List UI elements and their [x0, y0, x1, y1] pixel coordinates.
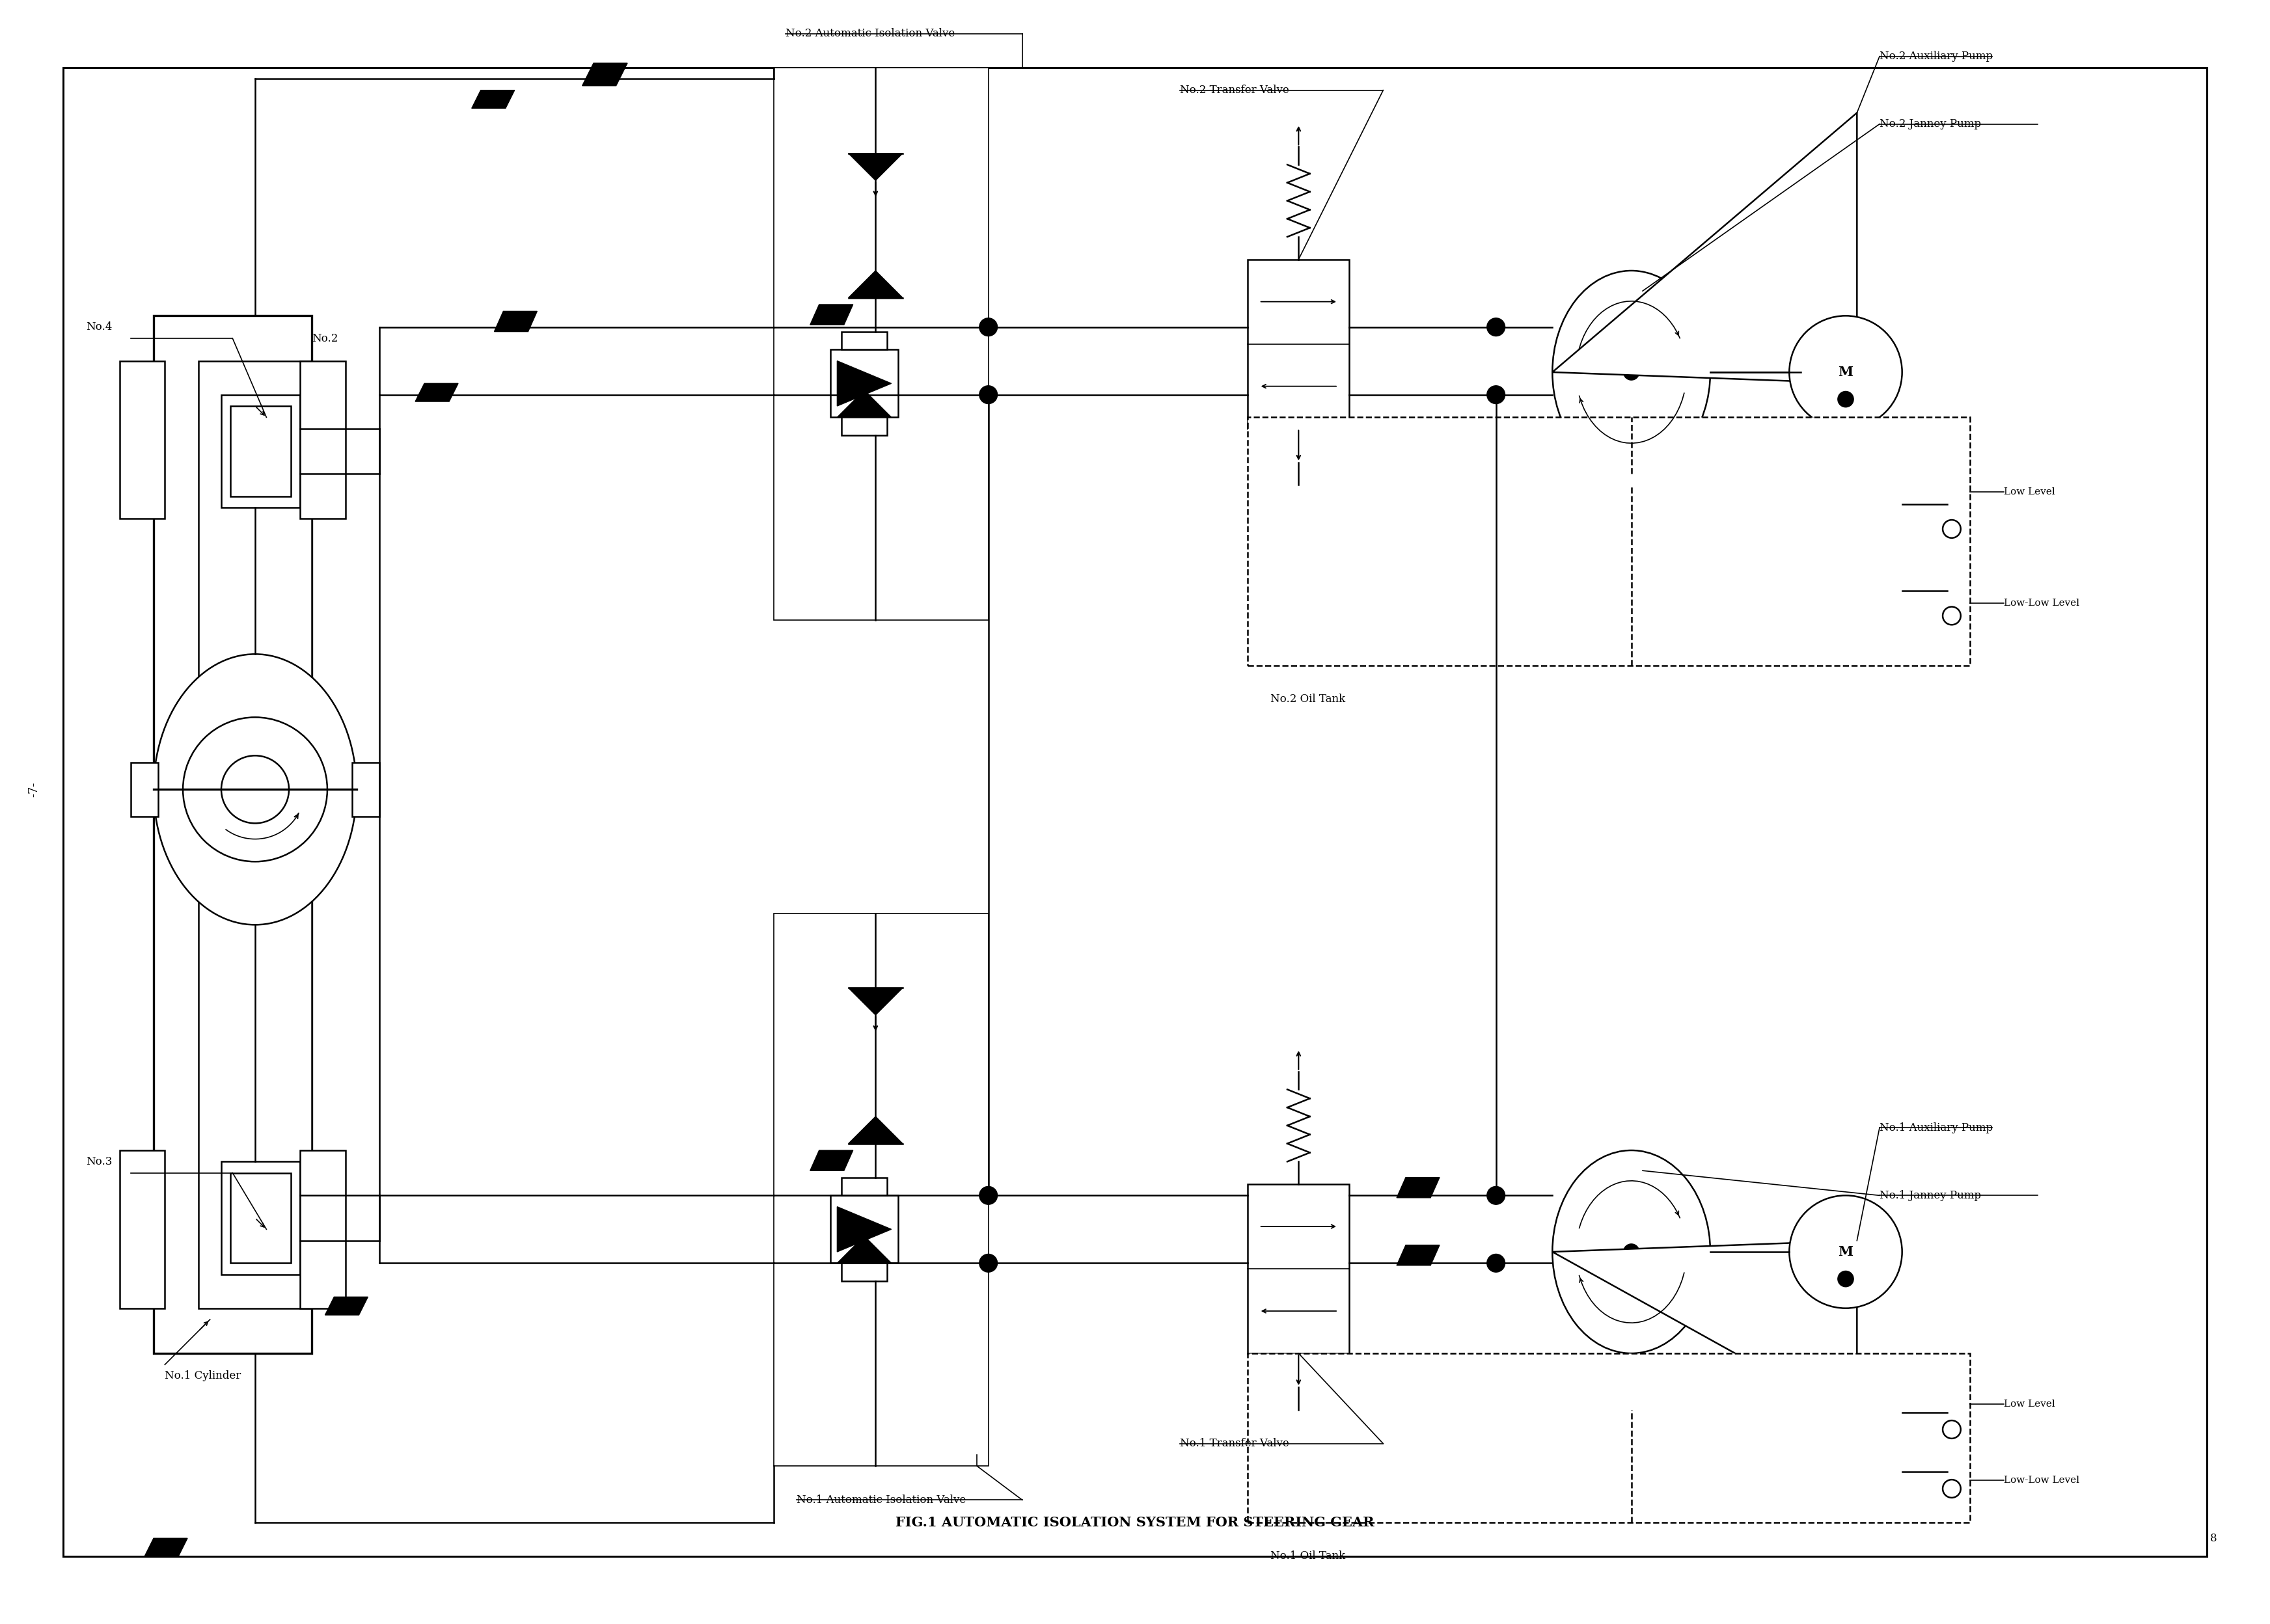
Text: No.2 Auxiliary Pump: No.2 Auxiliary Pump [1880, 50, 1993, 62]
Ellipse shape [1553, 271, 1709, 474]
Text: M: M [1839, 365, 1852, 378]
Text: No.1 Janney Pump: No.1 Janney Pump [1880, 1190, 1982, 1202]
Polygon shape [1553, 112, 1857, 383]
Bar [120, 361, 166, 518]
Text: No.1 Oil Tank: No.1 Oil Tank [1271, 1551, 1346, 1562]
Polygon shape [581, 63, 627, 86]
Polygon shape [810, 1150, 854, 1171]
Polygon shape [472, 91, 515, 109]
Polygon shape [1553, 1241, 1857, 1421]
Bar [831, 349, 899, 417]
Bar [1248, 1353, 1970, 1523]
Bar [774, 913, 987, 1466]
Bar [132, 762, 159, 817]
Circle shape [1839, 391, 1855, 408]
Text: 8: 8 [2211, 1533, 2218, 1544]
Text: No.4: No.4 [86, 322, 111, 333]
Circle shape [978, 1187, 997, 1205]
Text: -7-: -7- [27, 781, 41, 797]
Bar [200, 361, 311, 1309]
Bar [220, 395, 300, 508]
Text: Low-Low Level: Low-Low Level [2004, 599, 2079, 607]
Circle shape [1623, 1244, 1639, 1260]
Polygon shape [838, 1236, 892, 1263]
Text: Low-Low Level: Low-Low Level [2004, 1476, 2079, 1484]
Polygon shape [849, 987, 903, 1015]
Bar [154, 315, 311, 1353]
Circle shape [1789, 1195, 1902, 1309]
Bar [842, 331, 888, 349]
Bar [352, 762, 379, 817]
Polygon shape [495, 312, 538, 331]
Text: No.1 Transfer Valve: No.1 Transfer Valve [1180, 1437, 1289, 1449]
Text: No.1 Cylinder: No.1 Cylinder [166, 1371, 241, 1382]
Polygon shape [1396, 1177, 1439, 1199]
Bar [1248, 260, 1348, 429]
Text: No.2 Janney Pump: No.2 Janney Pump [1880, 119, 1982, 130]
Circle shape [1839, 1272, 1855, 1286]
Bar [1248, 417, 1970, 666]
Bar [220, 1161, 300, 1275]
Polygon shape [838, 361, 892, 406]
Circle shape [1487, 387, 1505, 404]
Ellipse shape [154, 654, 356, 924]
Circle shape [1487, 1254, 1505, 1272]
Bar [842, 417, 888, 435]
Polygon shape [849, 1117, 903, 1143]
Text: FIG.1 AUTOMATIC ISOLATION SYSTEM FOR STEERING GEAR: FIG.1 AUTOMATIC ISOLATION SYSTEM FOR STE… [897, 1515, 1373, 1530]
Text: No.1 Automatic Isolation Valve: No.1 Automatic Isolation Valve [797, 1494, 967, 1505]
Text: No.1 Auxiliary Pump: No.1 Auxiliary Pump [1880, 1122, 1993, 1134]
Bar [842, 1263, 888, 1281]
Polygon shape [145, 1538, 188, 1556]
Circle shape [1487, 1187, 1505, 1205]
Bar [300, 361, 345, 518]
Ellipse shape [1553, 1150, 1709, 1353]
Bar [229, 406, 291, 497]
Bar [1248, 1184, 1348, 1353]
Text: No.2 Oil Tank: No.2 Oil Tank [1271, 693, 1346, 705]
Circle shape [1789, 315, 1902, 429]
Bar [831, 1195, 899, 1263]
Bar [842, 1177, 888, 1195]
Bar [300, 1150, 345, 1309]
Polygon shape [810, 305, 854, 325]
Circle shape [1487, 318, 1505, 336]
Circle shape [978, 318, 997, 336]
Text: No.2: No.2 [311, 333, 338, 344]
Polygon shape [838, 390, 892, 417]
Text: No.2 Transfer Valve: No.2 Transfer Valve [1180, 84, 1289, 96]
Polygon shape [415, 383, 459, 401]
Polygon shape [849, 153, 903, 180]
Bar [774, 68, 987, 620]
Bar [229, 1173, 291, 1263]
Polygon shape [1396, 1246, 1439, 1265]
Polygon shape [838, 1207, 892, 1252]
Circle shape [978, 1254, 997, 1272]
Text: Low Level: Low Level [2004, 1400, 2054, 1408]
Polygon shape [849, 271, 903, 297]
Circle shape [1623, 364, 1639, 380]
Text: No.3: No.3 [86, 1156, 111, 1168]
Text: No.2 Automatic Isolation Valve: No.2 Automatic Isolation Valve [785, 28, 956, 39]
Text: M: M [1839, 1246, 1852, 1259]
Text: Low Level: Low Level [2004, 487, 2054, 497]
Circle shape [220, 755, 288, 823]
Circle shape [184, 718, 327, 862]
Bar [120, 1150, 166, 1309]
Polygon shape [325, 1298, 368, 1315]
Circle shape [978, 387, 997, 404]
